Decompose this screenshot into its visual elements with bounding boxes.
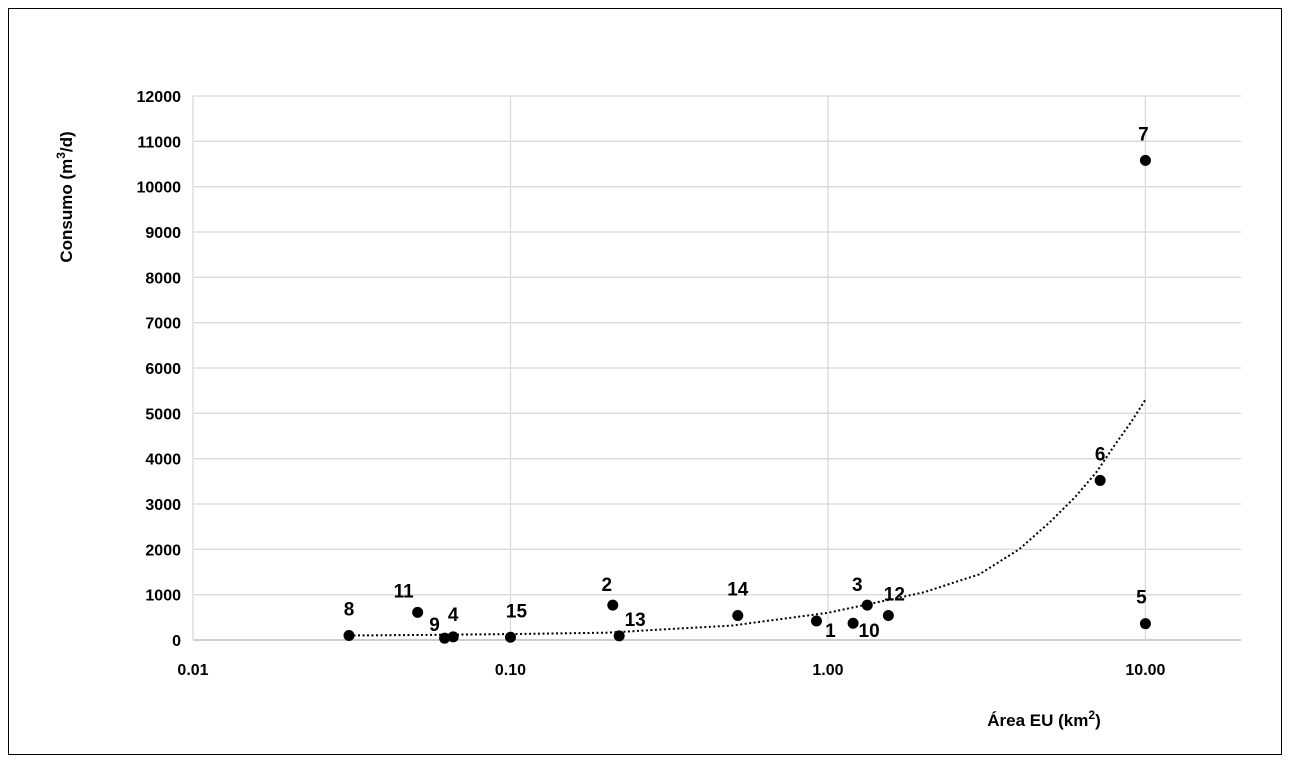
x-axis-title: Área EU (km2) [987,708,1100,730]
data-point-3 [861,599,873,611]
y-axis-title: Consumo (m3/d) [54,131,76,262]
scatter-chart: 0100020003000400050006000700080009000100… [54,89,1241,730]
y-tick-label: 6000 [145,361,181,378]
data-point-5 [1139,618,1151,630]
y-tick-label: 2000 [145,542,181,559]
point-label-2: 2 [601,575,612,596]
x-tick-label: 10.00 [1125,662,1165,679]
x-tick-label: 1.00 [812,662,843,679]
point-label-9: 9 [429,615,440,636]
trendline-layer [348,399,1147,637]
point-label-12: 12 [884,585,905,606]
y-tick-label: 10000 [137,180,182,197]
grid [192,95,1241,641]
point-label-10: 10 [859,621,880,642]
point-label-15: 15 [506,601,528,622]
axes: 0100020003000400050006000700080009000100… [137,89,1166,679]
point-label-3: 3 [852,575,863,596]
data-point-4 [447,631,459,643]
point-label-6: 6 [1095,444,1106,465]
point-label-5: 5 [1136,588,1147,609]
data-point-13 [613,630,625,642]
point-label-8: 8 [344,599,355,620]
data-point-2 [607,599,619,611]
data-point-8 [343,629,355,641]
y-tick-label: 12000 [137,89,182,106]
data-point-1 [810,615,822,627]
point-label-14: 14 [727,580,749,601]
point-label-11: 11 [394,581,415,602]
y-tick-label: 7000 [145,316,181,333]
points-layer [343,154,1151,644]
data-point-14 [732,610,744,622]
point-label-4: 4 [448,605,459,626]
data-point-15 [504,631,516,643]
data-point-6 [1094,474,1106,486]
x-tick-label: 0.01 [177,662,208,679]
y-tick-label: 0 [172,633,181,650]
data-point-9 [439,632,451,644]
point-label-1: 1 [825,621,836,642]
data-point-7 [1139,154,1151,166]
trendline [348,399,1147,637]
point-label-7: 7 [1138,124,1149,145]
point-label-13: 13 [625,610,646,631]
chart-frame: 0 1000 2000 3000 4000 5000 6000 7000 8000 9000 100… [8,8,1282,755]
y-tick-label: 1000 [145,588,181,605]
y-tick-label: 8000 [145,270,181,287]
data-point-12 [882,610,894,622]
y-tick-label: 9000 [145,225,181,242]
y-tick-label: 3000 [145,497,181,514]
data-point-11 [412,606,424,618]
data-point-10 [847,617,859,629]
x-tick-label: 0.10 [495,662,526,679]
y-tick-label: 11000 [137,134,181,151]
y-tick-label: 5000 [145,406,181,423]
y-tick-label: 4000 [145,452,181,469]
